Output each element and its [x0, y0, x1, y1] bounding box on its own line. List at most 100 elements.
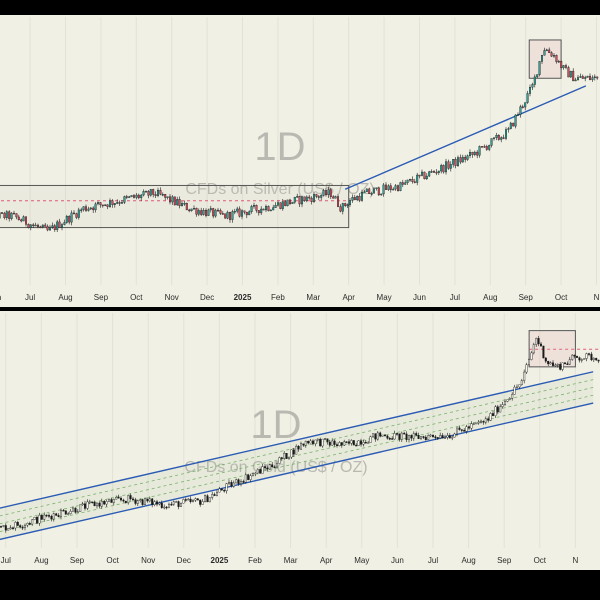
candle-body [409, 178, 412, 181]
candle-body [579, 76, 582, 78]
candle-body [540, 343, 543, 347]
candle-body [565, 65, 568, 68]
time-axis-label: Jul [428, 556, 438, 565]
candle-body [319, 438, 322, 447]
candle-body [523, 371, 526, 381]
candle-body [290, 449, 293, 458]
candle-body [447, 161, 450, 169]
candle-body [502, 137, 505, 139]
candle-body [411, 178, 414, 182]
candle-body [72, 212, 75, 215]
candle-body [113, 203, 116, 205]
candle-body [511, 394, 514, 399]
candle-body [239, 481, 242, 485]
candle-body [400, 432, 403, 440]
candle-body [302, 443, 305, 446]
candle-body [435, 171, 438, 174]
candle-body [453, 433, 456, 438]
candle-body [183, 202, 186, 205]
candle-body [470, 423, 473, 429]
candle-body [49, 226, 52, 231]
candle-body [516, 386, 519, 389]
candle-body [209, 208, 212, 211]
candle-body [77, 209, 80, 218]
candle-body [103, 501, 106, 505]
candle-body [158, 502, 161, 505]
candle-body [219, 209, 222, 214]
candle-body [264, 466, 267, 469]
candle-body [204, 209, 207, 216]
channel-upper-line [0, 371, 594, 509]
candle-body [346, 204, 349, 206]
candle-body [245, 211, 248, 216]
candle-body [473, 151, 476, 155]
gold-panel[interactable]: 1D CFDs on Gold (US$ / OZ) JulAugSepOctN… [0, 311, 600, 570]
candle-body [530, 352, 533, 360]
candle-body [14, 522, 17, 529]
candle-body [115, 497, 118, 500]
gold-annotations [0, 330, 600, 541]
gold-candles [0, 335, 600, 533]
candle-body [182, 499, 185, 504]
time-axis-label: N [594, 293, 600, 302]
candle-body [53, 225, 56, 230]
candle-body [230, 482, 233, 487]
consolidation-box [0, 184, 350, 229]
time-axis-label: Feb [248, 556, 262, 565]
candle-body [101, 204, 104, 207]
time-axis-label: Aug [483, 293, 497, 302]
candle-body [171, 196, 174, 203]
candle-body [249, 475, 252, 480]
candle-body [218, 488, 221, 493]
candle-body [17, 216, 20, 220]
candle-body [399, 182, 402, 191]
candle-body [176, 199, 179, 206]
candle-body [531, 84, 534, 88]
candle-body [276, 463, 279, 468]
candle-body [137, 194, 140, 199]
candle-body [95, 502, 98, 507]
candle-body [132, 195, 135, 198]
candle-body [190, 208, 193, 211]
candle-body [509, 122, 512, 129]
candle-body [52, 513, 55, 520]
candle-body [119, 497, 122, 501]
candle-body [164, 194, 167, 198]
candle-body [184, 499, 187, 501]
candle-body [120, 202, 123, 204]
candle-body [451, 436, 454, 439]
candle-body [75, 213, 78, 218]
candle-body [459, 157, 462, 163]
candle-body [387, 185, 390, 190]
candle-body [310, 197, 313, 202]
candle-body [38, 514, 41, 524]
candle-body [576, 355, 579, 358]
candle-body [588, 353, 591, 355]
candle-body [16, 522, 19, 526]
candle-body [4, 525, 7, 531]
silver-panel[interactable]: 1D CFDs on Silver (US$ / OZ) JunJulAugSe… [0, 15, 600, 307]
candle-body [524, 102, 527, 108]
candle-body [12, 212, 15, 215]
candle-body [577, 77, 580, 81]
candle-body [504, 401, 507, 405]
candle-body [358, 195, 361, 201]
candle-body [593, 76, 596, 79]
candle-body [369, 436, 372, 443]
candle-body [496, 406, 499, 413]
candle-body [278, 457, 281, 464]
candle-body [350, 440, 353, 444]
candle-body [285, 453, 288, 459]
candle-body [572, 70, 575, 82]
candle-body [106, 204, 109, 207]
candle-body [44, 224, 47, 227]
candle-body [404, 182, 407, 185]
candle-body [57, 515, 60, 517]
candle-body [152, 189, 155, 195]
candle-body [543, 50, 546, 56]
candle-body [388, 438, 391, 440]
candle-body [429, 434, 432, 437]
candle-body [69, 511, 72, 514]
candle-body [105, 501, 108, 505]
